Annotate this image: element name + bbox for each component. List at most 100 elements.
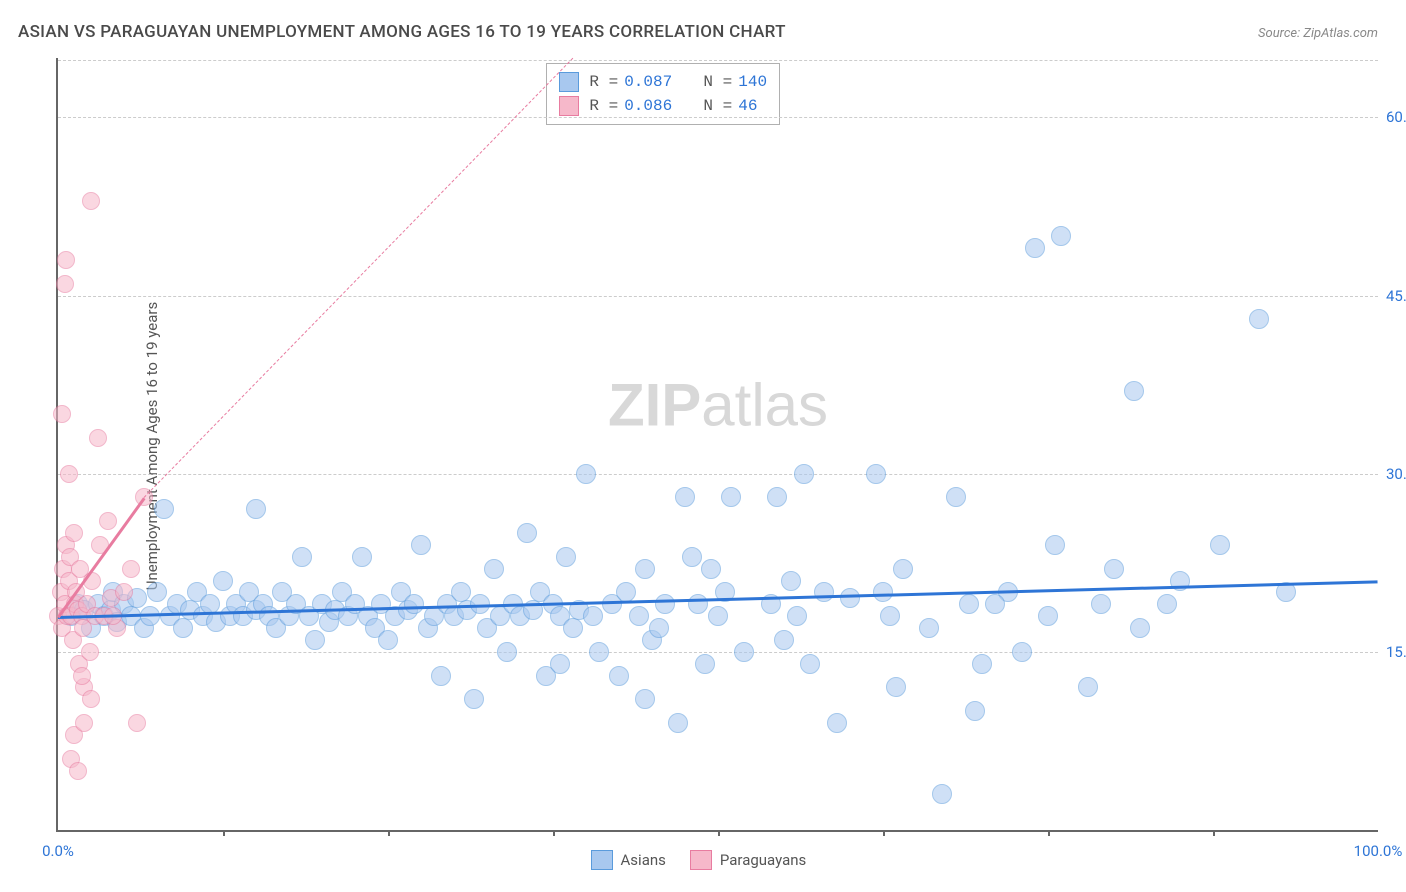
data-point — [99, 512, 117, 530]
data-point — [56, 275, 74, 293]
data-point — [800, 654, 820, 674]
data-point — [431, 666, 451, 686]
data-point — [82, 192, 100, 210]
data-point — [140, 606, 160, 626]
data-point — [1025, 238, 1045, 258]
data-point — [787, 606, 807, 626]
stats-swatch — [559, 72, 579, 92]
legend-item: Asians — [591, 850, 666, 870]
y-tick-label: 60.0% — [1386, 108, 1406, 126]
data-point — [292, 547, 312, 567]
x-tick — [718, 830, 720, 836]
data-point — [972, 654, 992, 674]
data-point — [497, 642, 517, 662]
source-attribution: Source: ZipAtlas.com — [1258, 26, 1378, 41]
data-point — [649, 618, 669, 638]
data-point — [213, 571, 233, 591]
data-point — [695, 654, 715, 674]
data-point — [464, 689, 484, 709]
x-tick-label: 0.0% — [42, 842, 74, 860]
data-point — [57, 251, 75, 269]
data-point — [154, 499, 174, 519]
data-point — [576, 464, 596, 484]
data-point — [708, 606, 728, 626]
data-point — [1091, 594, 1111, 614]
data-point — [616, 582, 636, 602]
gridline-h — [58, 652, 1378, 653]
data-point — [517, 523, 537, 543]
data-point — [1104, 559, 1124, 579]
data-point — [1012, 642, 1032, 662]
trend-line — [143, 58, 573, 498]
data-point — [866, 464, 886, 484]
data-point — [814, 582, 834, 602]
data-point — [635, 689, 655, 709]
gridline-h — [58, 474, 1378, 475]
data-point — [1045, 535, 1065, 555]
legend-item: Paraguayans — [690, 850, 806, 870]
x-tick — [388, 830, 390, 836]
data-point — [629, 606, 649, 626]
data-point — [675, 487, 695, 507]
data-point — [69, 762, 87, 780]
stats-row: R =0.087 N =140 — [559, 70, 767, 94]
data-point — [1249, 309, 1269, 329]
chart-container: ASIAN VS PARAGUAYAN UNEMPLOYMENT AMONG A… — [0, 0, 1406, 892]
legend-swatch — [690, 850, 712, 870]
watermark-bold: ZIP — [608, 372, 701, 439]
data-point — [75, 714, 93, 732]
data-point — [305, 630, 325, 650]
data-point — [965, 701, 985, 721]
chart-title: ASIAN VS PARAGUAYAN UNEMPLOYMENT AMONG A… — [18, 22, 786, 42]
data-point — [115, 583, 133, 601]
data-point — [946, 487, 966, 507]
stats-text: R =0.086 N = 46 — [589, 97, 757, 115]
legend-swatch — [591, 850, 613, 870]
data-point — [1210, 535, 1230, 555]
data-point — [550, 654, 570, 674]
data-point — [840, 588, 860, 608]
x-tick — [1213, 830, 1215, 836]
y-tick-label: 30.0% — [1386, 465, 1406, 483]
legend-label: Asians — [621, 851, 666, 869]
y-tick-label: 15.0% — [1386, 643, 1406, 661]
x-tick-label: 100.0% — [1354, 842, 1403, 860]
data-point — [701, 559, 721, 579]
data-point — [65, 524, 83, 542]
data-point — [893, 559, 913, 579]
legend-label: Paraguayans — [720, 851, 806, 869]
gridline-h — [58, 117, 1378, 118]
data-point — [985, 594, 1005, 614]
data-point — [794, 464, 814, 484]
data-point — [774, 630, 794, 650]
data-point — [122, 560, 140, 578]
data-point — [89, 429, 107, 447]
stats-text: R =0.087 N =140 — [589, 73, 767, 91]
gridline-h — [58, 296, 1378, 297]
plot-area: ZIPatlas R =0.087 N =140R =0.086 N = 46 … — [56, 58, 1378, 832]
data-point — [556, 547, 576, 567]
data-point — [781, 571, 801, 591]
stats-legend-box: R =0.087 N =140 R =0.086 N = 46 — [546, 63, 780, 125]
data-point — [682, 547, 702, 567]
data-point — [668, 713, 688, 733]
x-tick — [1048, 830, 1050, 836]
data-point — [352, 547, 372, 567]
data-point — [53, 405, 71, 423]
data-point — [73, 667, 91, 685]
data-point — [81, 643, 99, 661]
data-point — [378, 630, 398, 650]
data-point — [1130, 618, 1150, 638]
x-tick — [223, 830, 225, 836]
stats-swatch — [559, 96, 579, 116]
data-point — [411, 535, 431, 555]
data-point — [484, 559, 504, 579]
data-point — [1051, 226, 1071, 246]
data-point — [609, 666, 629, 686]
data-point — [82, 690, 100, 708]
data-point — [1157, 594, 1177, 614]
data-point — [919, 618, 939, 638]
data-point — [721, 487, 741, 507]
watermark: ZIPatlas — [608, 371, 828, 440]
data-point — [959, 594, 979, 614]
